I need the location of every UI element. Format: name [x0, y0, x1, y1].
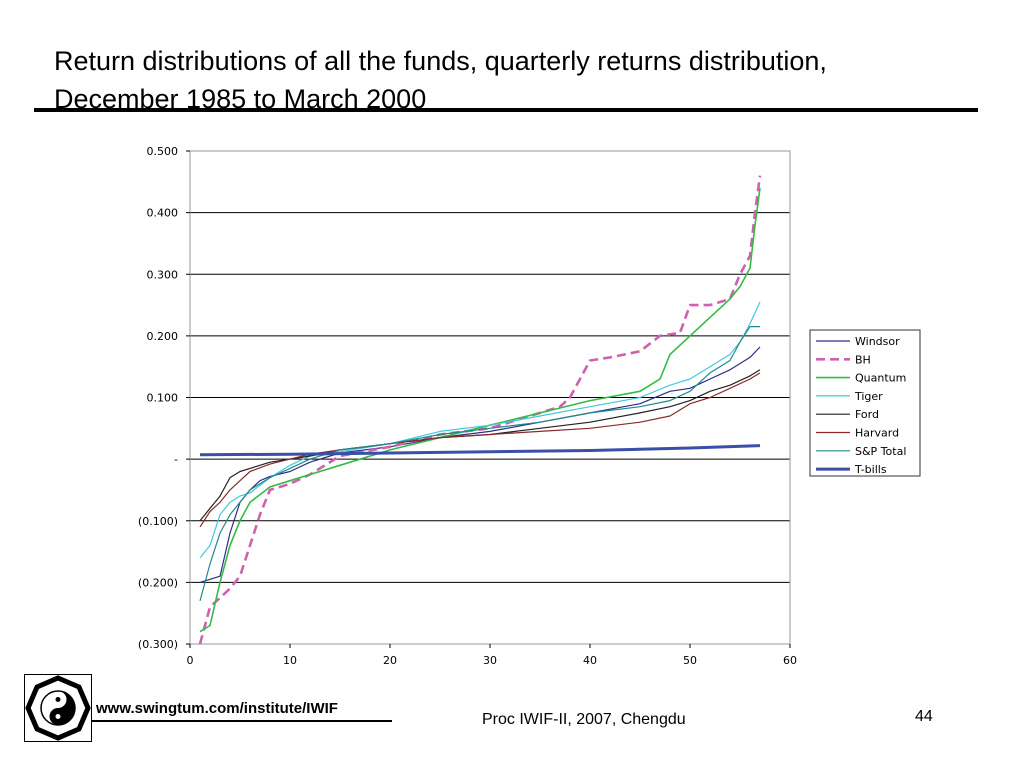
- legend-label: Ford: [855, 408, 879, 421]
- legend-label: BH: [855, 353, 871, 366]
- x-tick-label: 40: [583, 654, 597, 667]
- footer-conference: Proc IWIF-II, 2007, Chengdu: [482, 711, 686, 728]
- grid-lines: [190, 150, 790, 645]
- y-tick-label: 0.500: [147, 145, 179, 158]
- legend-box: [809, 329, 921, 477]
- series-line-s-p-total: [199, 326, 760, 602]
- legend-label: Quantum: [855, 372, 906, 385]
- yin-yang-bagua-logo-icon: [24, 674, 92, 742]
- y-tick-label: (0.300): [138, 638, 178, 651]
- legend-label: S&P Total: [855, 445, 906, 458]
- y-tick-label: 0.200: [147, 330, 179, 343]
- y-tick-label: (0.100): [138, 515, 178, 528]
- legend-label: Tiger: [854, 390, 883, 403]
- axes: 0.500 0.400 0.300 0.200 0.100 - (0.100) (0.200)…: [138, 145, 797, 667]
- series-lines: [198, 175, 762, 645]
- series-line-harvard: [199, 372, 761, 528]
- x-tick-label: 30: [483, 654, 497, 667]
- y-tick-label: 0.400: [147, 207, 179, 220]
- series-line-windsor: [199, 346, 761, 583]
- series-line-t-bills: [199, 444, 761, 457]
- legend: Windsor BH Quantum Tiger Ford Harvard S&P Tota…: [809, 329, 921, 477]
- footer-url[interactable]: www.swingtum.com/institute/IWIF: [96, 700, 338, 717]
- x-tick-label: 10: [283, 654, 297, 667]
- line-chart: 0.500 0.400 0.300 0.200 0.100 - (0.100) (0.200)…: [138, 145, 921, 667]
- y-tick-label: 0.300: [147, 268, 179, 281]
- page-number: 44: [915, 708, 933, 725]
- footer-underline: [92, 720, 392, 722]
- series-line-bh: [198, 175, 762, 645]
- slide-title: Return distributions of all the funds, q…: [54, 46, 827, 114]
- series-line-quantum: [199, 187, 761, 633]
- y-tick-label: (0.200): [138, 576, 178, 589]
- legend-label: T-bills: [854, 463, 887, 476]
- x-tick-label: 20: [383, 654, 397, 667]
- series-line-tiger: [199, 301, 761, 559]
- title-underline: [34, 108, 978, 112]
- y-tick-label: 0.100: [147, 392, 179, 405]
- x-tick-label: 0: [187, 654, 194, 667]
- y-tick-label: -: [174, 453, 178, 466]
- x-tick-label: 50: [683, 654, 697, 667]
- series-line-ford: [199, 369, 761, 522]
- x-tick-label: 60: [783, 654, 797, 667]
- legend-label: Harvard: [855, 427, 899, 440]
- legend-label: Windsor: [855, 335, 900, 348]
